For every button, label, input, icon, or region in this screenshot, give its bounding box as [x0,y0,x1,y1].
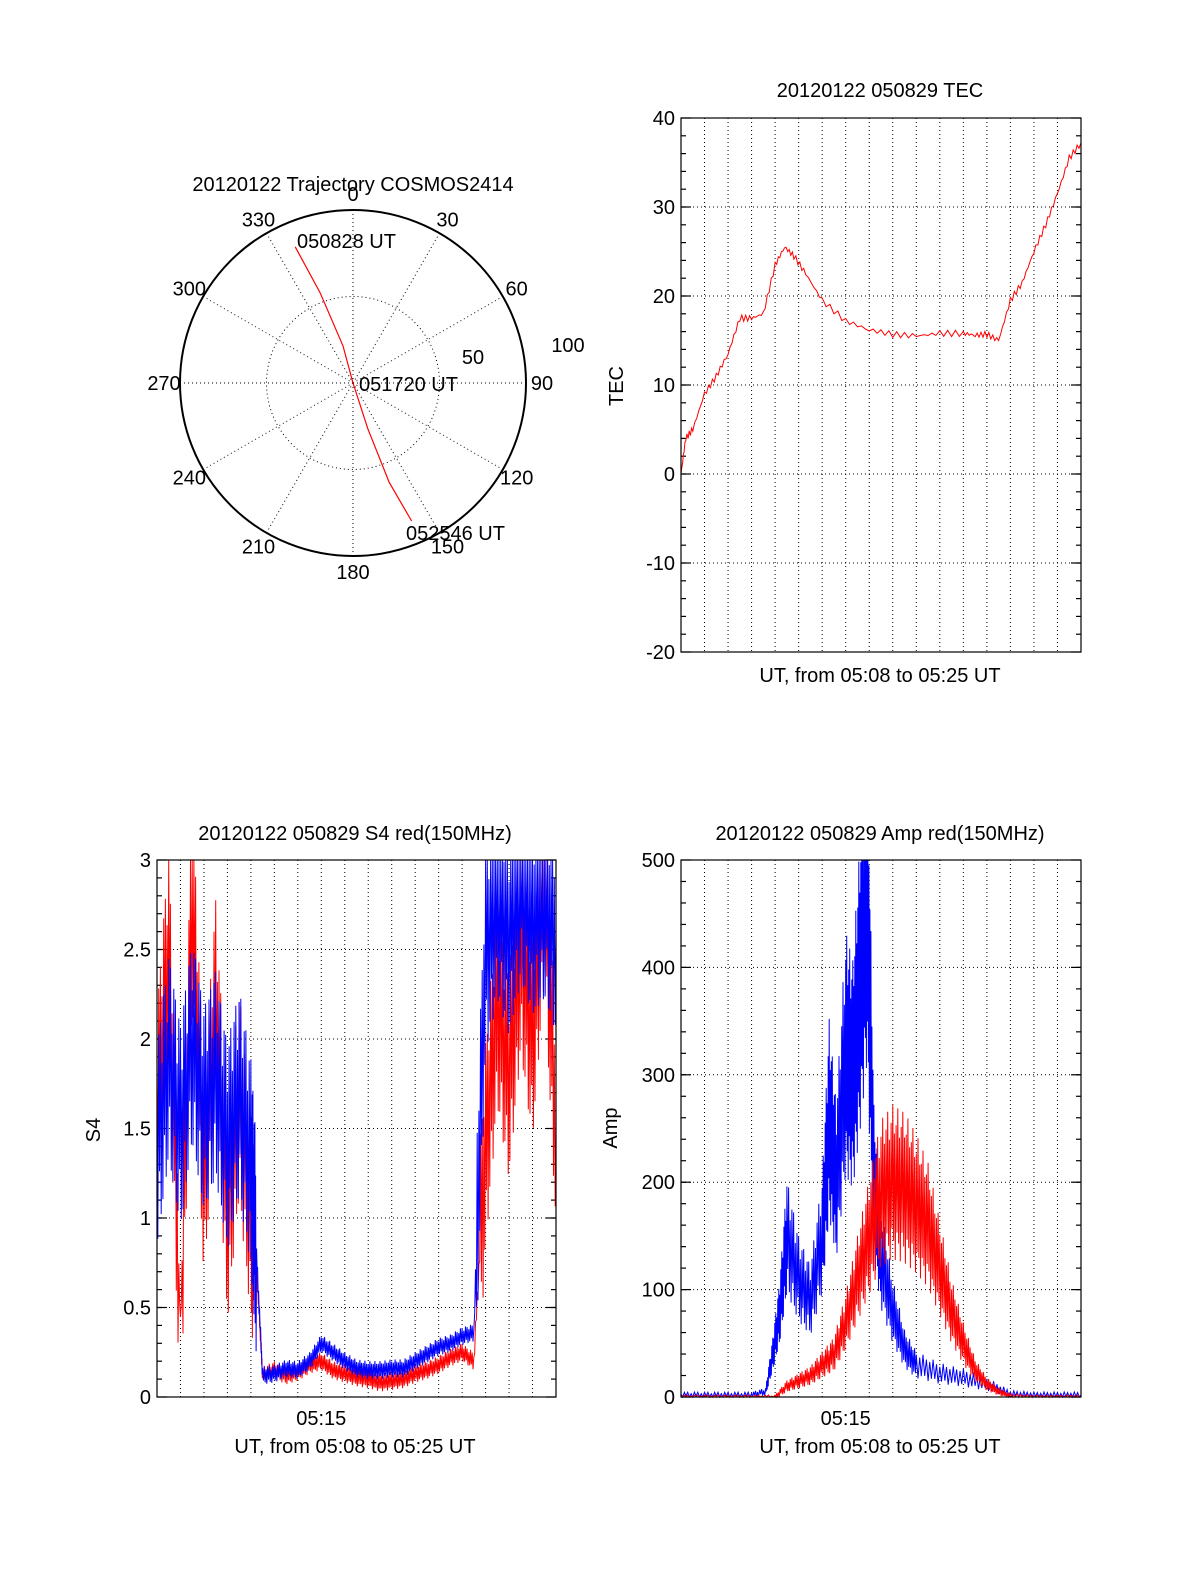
amp-ytick-label: 200 [642,1172,675,1194]
polar-spoke [202,296,354,384]
tec-xlabel: UT, from 05:08 to 05:25 UT [759,665,1000,687]
amp-title: 20120122 050829 Amp red(150MHz) [715,823,1044,845]
polar-trajectory-panel: 20120122 Trajectory COSMOS2414 0 30 60 90 12… [147,174,584,584]
tec-ytick-label: -10 [646,553,675,575]
polar-title: 20120122 Trajectory COSMOS2414 [192,174,513,196]
s4-series-blue [156,859,557,1384]
polar-radial-label: 100 [551,335,584,357]
amp-ytick-label: 400 [642,957,675,979]
polar-spoke [352,232,440,384]
amp-ytick-label: 500 [642,850,675,872]
polar-azimuth-label: 30 [436,209,458,231]
annotation-start-time: 050828 UT [297,231,396,253]
s4-xtick-label: 05:15 [296,1408,346,1430]
tec-title: 20120122 050829 TEC [777,80,983,102]
polar-spoke [352,382,504,470]
polar-azimuth-label: 0 [347,184,358,206]
amp-xlabel: UT, from 05:08 to 05:25 UT [759,1436,1000,1458]
s4-plot: 0 0.5 1 1.5 2 2.5 3 05:15 [123,850,557,1430]
tec-ylabel: TEC [606,366,628,406]
polar-azimuth-label: 210 [242,537,275,559]
polar-azimuth-label: 180 [336,562,369,584]
s4-ytick-label: 1.5 [123,1119,151,1141]
s4-ytick-label: 2 [140,1029,151,1051]
amp-frame [680,859,1082,1398]
polar-spoke [202,382,354,470]
s4-ytick-label: 1 [140,1208,151,1230]
polar-radial-label: 50 [462,347,484,369]
tec-chart-panel: 20120122 050829 TEC UT, from 05:08 to 05… [606,80,1001,687]
s4-ytick-label: 0.5 [123,1298,151,1320]
polar-spoke [266,382,354,534]
s4-ylabel: S4 [83,1118,105,1142]
s4-title: 20120122 050829 S4 red(150MHz) [198,823,512,845]
polar-spoke [352,382,440,534]
s4-chart-panel: 20120122 050829 S4 red(150MHz) UT, from … [83,823,512,1458]
tec-ytick-label: 10 [653,375,675,397]
s4-xlabel: UT, from 05:08 to 05:25 UT [234,1436,475,1458]
polar-azimuth-label: 120 [500,468,533,490]
polar-azimuth-label: 150 [431,537,464,559]
tec-frame [680,117,1082,653]
tec-ytick-label: 30 [653,197,675,219]
tec-ytick-label: 40 [653,108,675,130]
annotation-end-time: 052546 UT [406,523,505,545]
amp-series-red [680,1105,1081,1399]
tec-ytick-label: -20 [646,642,675,664]
s4-ytick-label: 0 [140,1387,151,1409]
tec-plot: -20 -10 0 10 20 30 40 [646,108,1082,664]
amp-series-blue [680,859,1082,1399]
polar-azimuth-label: 270 [147,373,180,395]
s4-ytick-label: 3 [140,850,151,872]
polar-spoke [352,296,504,384]
polar-azimuth-label: 300 [173,279,206,301]
polar-azimuth-label: 60 [506,279,528,301]
amp-plot: 0 100 200 300 400 500 05:15 [642,850,1082,1430]
tec-ytick-label: 20 [653,286,675,308]
polar-azimuth-label: 330 [242,209,275,231]
s4-ytick-label: 2.5 [123,940,151,962]
polar-spoke [266,232,354,384]
polar-azimuth-label: 240 [173,468,206,490]
amp-xtick-label: 05:15 [821,1408,871,1430]
amp-ytick-label: 300 [642,1065,675,1087]
trajectory-line [294,246,413,522]
tec-ytick-label: 0 [664,464,675,486]
amp-ylabel: Amp [600,1107,622,1148]
amp-ytick-label: 100 [642,1280,675,1302]
amp-chart-panel: 20120122 050829 Amp red(150MHz) UT, from… [600,823,1045,1458]
annotation-center-time: 051720 UT [359,374,458,396]
amp-ytick-label: 0 [664,1387,675,1409]
s4-frame [156,859,557,1398]
tec-series-TEC [680,142,1082,475]
polar-azimuth-label: 90 [531,373,553,395]
polar-inner-circle [266,296,440,470]
